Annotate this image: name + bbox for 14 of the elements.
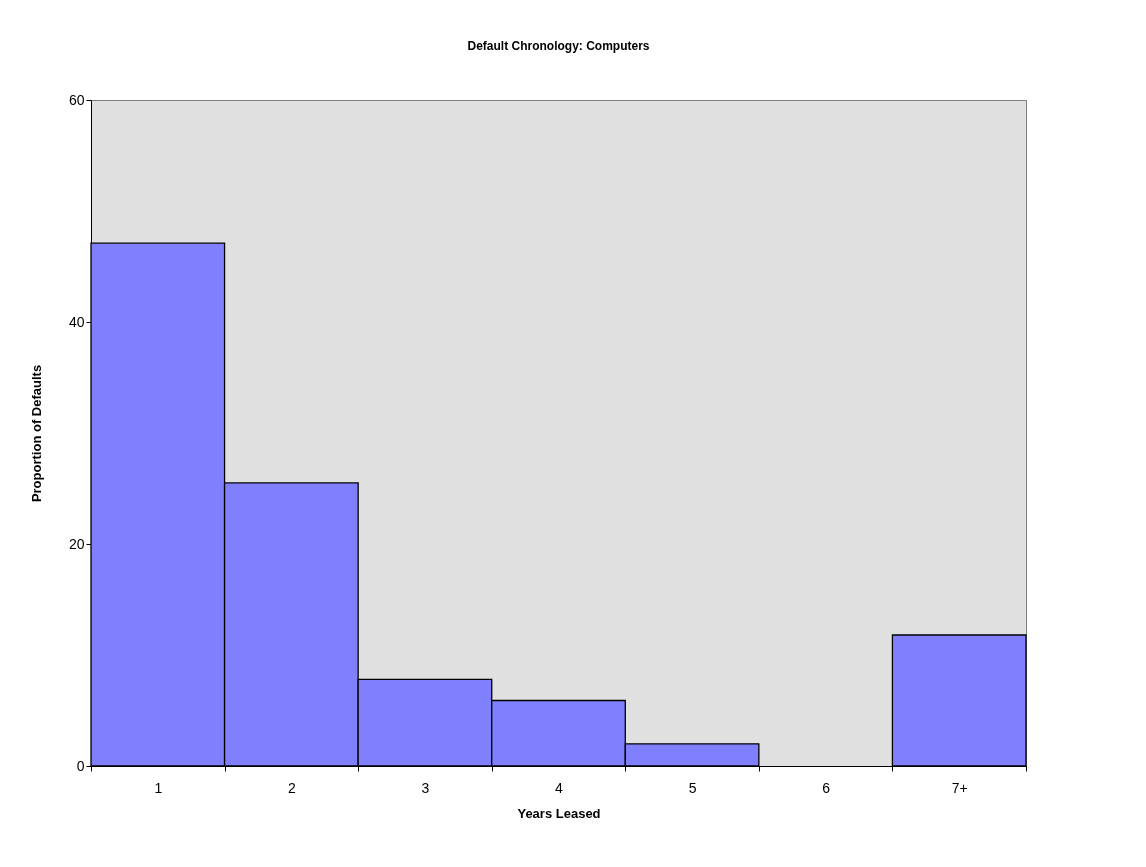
chart-title: Default Chronology: Computers	[467, 39, 650, 53]
x-tick-label: 4	[555, 779, 564, 796]
x-tick-label: 6	[822, 779, 831, 796]
y-tick-label: 0	[76, 757, 85, 774]
x-tick-label: 1	[154, 779, 163, 796]
y-tick-label: 60	[68, 91, 85, 108]
x-tick-label: 3	[421, 779, 430, 796]
x-tick-label: 2	[287, 779, 296, 796]
x-axis-title: Years Leased	[517, 805, 601, 821]
x-tick-label: 5	[688, 779, 697, 796]
y-axis-title: Proportion of Defaults	[28, 364, 44, 503]
x-tick-label: 7+	[951, 779, 968, 796]
y-tick-label: 20	[68, 535, 85, 552]
y-tick-label: 40	[68, 313, 85, 330]
